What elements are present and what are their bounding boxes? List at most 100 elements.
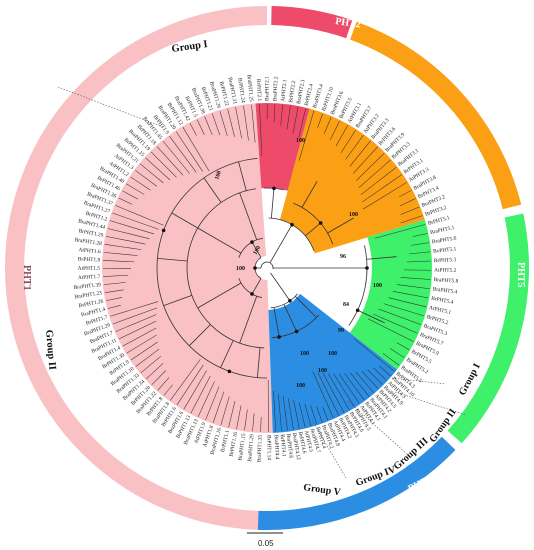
terminal-branch <box>293 400 300 429</box>
leaf-label: AtPHT1.5 <box>78 266 101 272</box>
leaf-label: BraPHT5.4 <box>432 286 458 295</box>
terminal-branch <box>322 407 329 421</box>
leaf-label: BraPHT1.25 <box>245 74 254 102</box>
bootstrap-value: 99 <box>338 328 344 334</box>
internal-branch <box>220 340 234 368</box>
terminal-branch <box>355 371 374 393</box>
leaf-label: BrPHT4.1 <box>279 434 287 457</box>
terminal-branch <box>398 190 412 198</box>
pht4-family-ring <box>257 436 456 530</box>
terminal-branch <box>118 197 133 205</box>
pht5-clade-sector <box>349 219 432 370</box>
leaf-label: BrPHT1.29 <box>78 228 104 239</box>
leaf-label: BraPHT1.28 <box>74 237 102 247</box>
terminal-branch <box>400 277 431 280</box>
terminal-branch <box>197 381 215 417</box>
terminal-branch <box>107 228 150 240</box>
terminal-branch <box>227 108 235 138</box>
terminal-branch <box>260 416 262 432</box>
pht3-family-ring <box>350 21 522 210</box>
internal-branch <box>270 293 298 309</box>
terminal-branch <box>103 252 138 256</box>
terminal-branch <box>145 157 171 181</box>
terminal-branch <box>344 373 365 401</box>
leaf-label: BrPHT1.22 <box>218 81 230 107</box>
leaf-label: BraPHT4.6 <box>285 433 294 459</box>
terminal-branch <box>353 338 395 372</box>
bootstrap-value: 100 <box>373 283 382 289</box>
leaf-label: AtPHT1.7 <box>78 274 101 281</box>
terminal-branch <box>362 174 402 203</box>
terminal-branch <box>292 106 299 134</box>
group-separator-line <box>311 419 347 479</box>
terminal-branch <box>135 348 160 367</box>
terminal-branch <box>170 359 201 401</box>
terminal-branch <box>356 153 385 181</box>
internal-branch <box>251 241 262 258</box>
terminal-branch <box>204 116 213 135</box>
bootstrap-value: 100 <box>214 170 223 181</box>
terminal-branch <box>162 140 190 174</box>
terminal-branch <box>322 372 345 413</box>
bootstrap-values: 100 100 100 100 100 96 100 84 99 100 100… <box>214 138 382 389</box>
internal-branch <box>268 217 315 252</box>
internal-branch <box>171 212 198 229</box>
internal-branch <box>239 296 258 344</box>
terminal-branch <box>110 301 159 317</box>
terminal-branch <box>228 401 236 428</box>
terminal-branch <box>106 236 146 245</box>
group-separator-line <box>394 391 467 416</box>
leaf-label: BoPHT5.1 <box>433 246 457 254</box>
terminal-branch <box>411 242 430 246</box>
pht2-family-label: PHT2 <box>335 16 362 30</box>
terminal-branch <box>298 402 306 428</box>
leaf-label: BrPHT2.2 <box>288 80 297 103</box>
terminal-branch <box>104 289 124 293</box>
terminal-branch <box>338 373 360 404</box>
terminal-branch <box>273 104 276 123</box>
pht5-family-ring <box>447 213 529 444</box>
leaf-label: AtPHT5.2 <box>434 268 457 274</box>
terminal-branch <box>350 372 370 397</box>
terminal-branch <box>298 108 306 138</box>
pht3-clade-sector <box>279 108 425 254</box>
terminal-branch <box>353 146 378 174</box>
terminal-branch <box>396 284 430 290</box>
leaf-label: BraPHT4.12 <box>291 432 301 460</box>
terminal-branch <box>277 393 282 432</box>
supported-node <box>161 228 166 233</box>
terminal-branch <box>373 367 387 381</box>
terminal-branch <box>389 348 405 358</box>
terminal-branch <box>323 116 332 134</box>
leaf-label: BraPHT4.4 <box>273 435 280 460</box>
pht1-family-label: PHT1 <box>21 265 32 291</box>
terminal-branch <box>317 113 323 128</box>
terminal-branch <box>196 119 205 136</box>
terminal-branch <box>316 406 323 423</box>
terminal-branch <box>286 105 291 130</box>
leaf-label: BraPHT1.35 <box>257 434 264 462</box>
internal-branch <box>203 177 222 203</box>
terminal-branch <box>212 391 225 423</box>
leaf-label: BrPHT1.26 <box>78 298 104 309</box>
group-separator-line <box>391 377 447 385</box>
terminal-branch <box>373 313 418 334</box>
internal-branch <box>269 224 293 264</box>
terminal-branch <box>267 379 269 432</box>
terminal-branch <box>106 297 123 301</box>
leaf-label: BrPHT1.14 <box>265 435 271 460</box>
terminal-branch <box>406 260 431 263</box>
leaf-label: BrPHT1.8 <box>78 256 101 263</box>
bootstrap-value: 100 <box>300 351 309 357</box>
internal-branch <box>283 304 297 332</box>
terminal-branch <box>317 372 340 416</box>
leaf-label: AtPHT2.1 <box>280 79 288 102</box>
terminal-branch <box>112 212 159 230</box>
leaf-label: BraPHT2.1 <box>264 76 270 101</box>
terminal-branch <box>122 190 139 200</box>
terminal-branch <box>189 123 197 136</box>
supported-node <box>288 298 292 303</box>
leaf-label: BraPHT2.2 <box>272 76 279 101</box>
